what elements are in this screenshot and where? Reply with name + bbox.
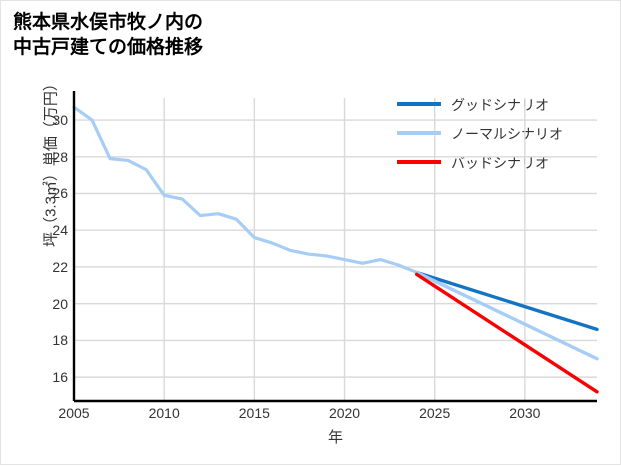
series-line [414,272,599,394]
y-tick-label: 24 [52,222,68,239]
x-tick-label: 2030 [509,405,541,421]
legend-label: ノーマルシナリオ [451,126,563,142]
chart-title: 熊本県水俣市牧ノ内の 中古戸建ての価格推移 [13,12,204,59]
y-tick-label: 26 [52,185,68,202]
series-line [414,270,599,361]
y-tick-label: 20 [52,295,68,312]
y-tick-label: 16 [52,369,68,386]
series-line [72,105,419,275]
y-tick-label: 22 [52,258,68,275]
y-tick-label: 30 [52,112,68,129]
y-tick-label: 28 [52,148,68,165]
x-axis-title: 年 [327,429,343,446]
x-tick-label: 2025 [419,405,451,421]
x-tick-label: 2005 [58,405,90,421]
series-line [414,270,599,332]
x-tick-label: 2015 [238,405,270,421]
x-tick-label: 2020 [328,405,361,421]
x-tick-label: 2010 [148,405,180,421]
y-tick-label: 18 [52,332,68,349]
